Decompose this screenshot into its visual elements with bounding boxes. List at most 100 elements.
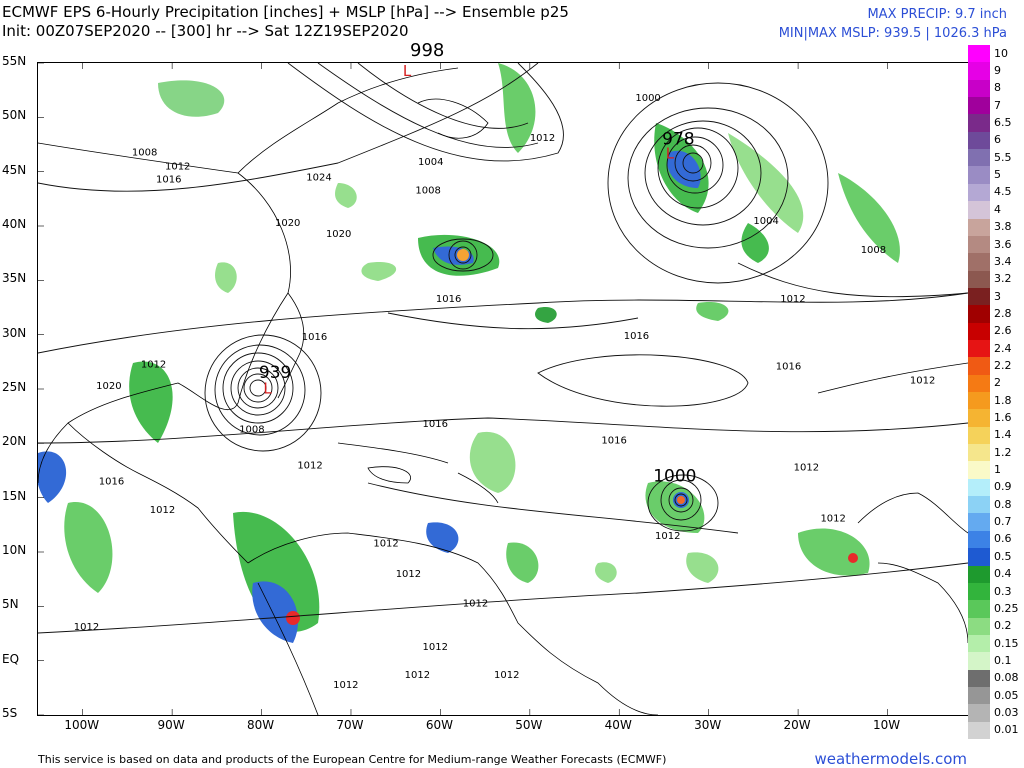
storm-pressure-label: 1000 [653, 466, 696, 486]
longitude-label: 70W [336, 718, 364, 732]
colorbar-label: 0.15 [994, 636, 1019, 650]
isobar-label: 1016 [436, 294, 461, 305]
colorbar-segment [968, 235, 990, 254]
latitude-label: 50N [2, 108, 27, 123]
isobar-label: 1012 [463, 598, 488, 609]
colorbar-label: 6.5 [994, 116, 1012, 130]
isobar-label: 1020 [96, 381, 121, 392]
colorbar-label: 4 [994, 202, 1001, 216]
colorbar-segment [968, 669, 990, 688]
isobar-label: 1012 [910, 376, 935, 387]
colorbar-label: 2.2 [994, 358, 1012, 372]
colorbar-label: 2 [994, 376, 1001, 390]
longitude-label: 100W [64, 718, 100, 732]
latitude-label: 45N [2, 162, 27, 177]
colorbar-segment [968, 426, 990, 445]
min-max-mslp-text: MIN|MAX MSLP: 939.5 | 1026.3 hPa [778, 26, 1007, 41]
title-block: ECMWF EPS 6-Hourly Precipitation [inches… [2, 3, 569, 41]
colorbar-segment [968, 149, 990, 167]
colorbar-segment [968, 704, 990, 723]
colorbar-label: 2.8 [994, 306, 1012, 320]
colorbar-segment [968, 45, 990, 63]
colorbar-segment [968, 582, 990, 601]
colorbar-label: 3.6 [994, 237, 1012, 251]
colorbar-segment [968, 183, 990, 202]
colorbar-segment [968, 392, 990, 410]
isobar-label: 1012 [655, 531, 680, 542]
colorbar-label: 0.8 [994, 497, 1012, 511]
isobar-label: 1012 [373, 539, 398, 550]
colorbar-segment [968, 634, 990, 653]
colorbar-segment [968, 478, 990, 497]
isobars [38, 63, 968, 634]
max-precip-text: MAX PRECIP: 9.7 inch [867, 7, 1007, 22]
colorbar-label: 0.7 [994, 515, 1012, 529]
colorbar-label: 0.01 [994, 723, 1019, 737]
colorbar-label: 1.8 [994, 393, 1012, 407]
title-line-1: ECMWF EPS 6-Hourly Precipitation [inches… [2, 3, 569, 21]
colorbar-label: 0.08 [994, 671, 1019, 685]
colorbar-label: 10 [994, 46, 1008, 60]
latitude-label: 35N [2, 271, 27, 286]
colorbar-segment [968, 201, 990, 219]
latitude-label: 25N [2, 380, 27, 394]
colorbar-segment [968, 357, 990, 376]
storm-pressure-label: 978 [662, 130, 694, 150]
isobar-label: 1012 [423, 642, 448, 653]
colorbar-label: 2.4 [994, 341, 1012, 355]
colorbar-segment [968, 374, 990, 393]
colorbar-label: 3 [994, 289, 1001, 303]
isobar-label: 1016 [776, 361, 801, 372]
colorbar-segment [968, 287, 990, 306]
colorbar-segment [968, 339, 990, 358]
precip-map[interactable]: 1008 1012 1016 1024 1020 1020 1004 1008 1012 1000… [37, 62, 969, 716]
isobar-label: 1024 [306, 172, 331, 183]
colorbar-label: 0.3 [994, 584, 1012, 598]
colorbar-segment [968, 166, 990, 185]
colorbar-segment [968, 652, 990, 671]
isobar-label: 1012 [74, 622, 99, 633]
colorbar-segment [968, 530, 990, 549]
title-line-2: Init: 00Z07SEP2020 -- [300] hr --> Sat 1… [2, 22, 409, 40]
pressure-label-layer: 1008 1012 1016 1024 1020 1020 1004 1008 1012 1000… [74, 93, 936, 691]
colorbar-label: 7 [994, 98, 1001, 112]
colorbar-label: 0.03 [994, 705, 1019, 719]
isobar-label: 1012 [530, 133, 555, 144]
colorbar-label: 3.4 [994, 254, 1012, 268]
longitude-label: 50W [515, 718, 543, 732]
isobar-label: 1016 [302, 332, 327, 343]
colorbar-segment [968, 97, 990, 115]
colorbar-segment [968, 79, 990, 98]
map-canvas: 1008 1012 1016 1024 1020 1020 1004 1008 1012 1000… [38, 63, 968, 715]
colorbar-label: 0.2 [994, 619, 1012, 633]
isobar-label: 1008 [132, 147, 157, 158]
colorbar-label: 0.9 [994, 480, 1012, 494]
colorbar-label: 1.6 [994, 411, 1012, 425]
colorbar-segment [968, 600, 990, 619]
colorbar-segment [968, 548, 990, 566]
isobar-label: 1012 [494, 670, 519, 681]
latitude-label: 40N [2, 217, 27, 231]
colorbar-label: 0.5 [994, 549, 1012, 563]
latitude-label: 5N [2, 597, 19, 612]
isobar-label: 1016 [156, 175, 181, 186]
isobar-label: 1020 [275, 218, 300, 229]
isobar-label: 1016 [624, 331, 649, 342]
longitude-label: 40W [604, 718, 632, 732]
longitude-label: 80W [246, 718, 275, 732]
colorbar-label: 3.2 [994, 272, 1012, 286]
storm-label-layer: 939 978 1000 L L L [259, 63, 697, 486]
colorbar-segment [968, 305, 990, 324]
isobar-label: 1004 [753, 216, 778, 227]
coastlines [38, 67, 968, 715]
colorbar-label: 0.1 [994, 653, 1012, 667]
storm-pressure-label: 939 [259, 363, 291, 383]
colorbar-segment [968, 270, 990, 289]
footer-credit: This service is based on data and produc… [38, 753, 667, 766]
colorbar-label: 2.6 [994, 324, 1012, 338]
colorbar-segment [968, 253, 990, 272]
isobar-label: 1012 [780, 294, 805, 305]
site-link[interactable]: weathermodels.com [814, 750, 967, 768]
colorbar-label: 1 [994, 463, 1001, 477]
isobar-label: 1012 [333, 680, 358, 691]
